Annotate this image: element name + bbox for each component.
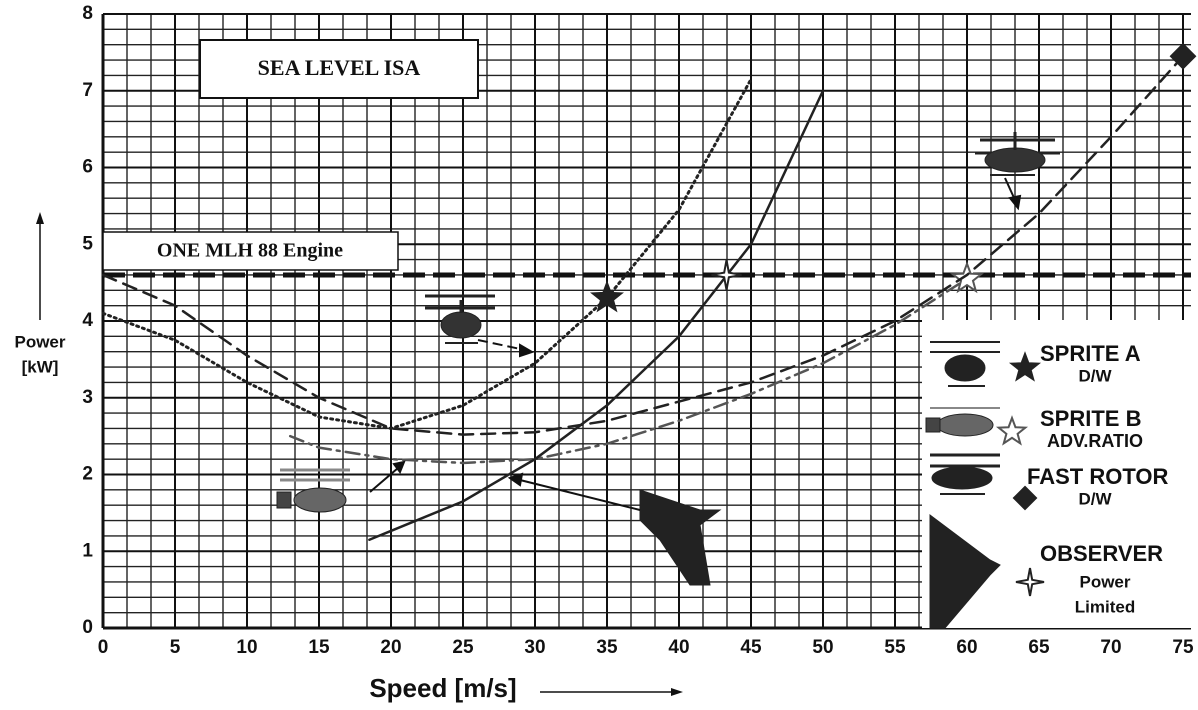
y-axis-arrow-head xyxy=(36,212,44,224)
x-tick-label: 5 xyxy=(170,637,181,658)
series-line xyxy=(368,89,825,541)
x-tick-label: 40 xyxy=(668,637,689,658)
legend-icon xyxy=(929,514,1001,629)
engine-box xyxy=(102,231,399,271)
legend-note: Power xyxy=(1079,572,1130,591)
x-tick-label: 70 xyxy=(1100,637,1121,658)
y-tick-label: 1 xyxy=(82,540,93,561)
series-line xyxy=(101,77,753,430)
marker xyxy=(711,259,742,291)
curves xyxy=(101,42,1197,541)
x-tick-label: 35 xyxy=(596,637,618,658)
x-tick-label: 65 xyxy=(1028,637,1050,658)
marker xyxy=(590,280,624,313)
x-tick-label: 20 xyxy=(380,637,401,658)
icons xyxy=(276,132,1060,586)
marker xyxy=(1012,485,1038,511)
heli-icon xyxy=(975,132,1060,176)
y-tick-label: 0 xyxy=(82,617,93,638)
y-tick-label: 6 xyxy=(82,157,93,178)
legend-note: D/W xyxy=(1078,366,1112,385)
engine-label: ONE MLH 88 Engine xyxy=(157,240,343,262)
legend-note: ADV.RATIO xyxy=(1047,431,1143,451)
x-tick-label: 0 xyxy=(98,637,109,658)
legend-icon xyxy=(925,407,1000,437)
legend-label[interactable]: OBSERVER xyxy=(1040,541,1163,566)
marker xyxy=(1169,42,1197,70)
x-tick-label: 60 xyxy=(956,637,977,658)
chart-title: SEA LEVEL ISA xyxy=(258,55,421,80)
y-tick-label: 3 xyxy=(82,387,93,408)
y-tick-label: 5 xyxy=(82,233,93,254)
legend-label[interactable]: FAST ROTOR xyxy=(1027,464,1168,489)
marker xyxy=(1015,567,1045,597)
marker xyxy=(995,415,1029,446)
arrows xyxy=(369,177,1022,511)
x-tick-label: 10 xyxy=(236,637,257,658)
x-tick-label: 30 xyxy=(524,637,545,658)
series-line xyxy=(288,277,969,465)
legend-note: Limited xyxy=(1075,597,1135,616)
heli-icon xyxy=(276,468,350,513)
marker xyxy=(1008,351,1042,382)
x-axis-label: Speed [m/s] xyxy=(369,673,516,703)
x-tick-label: 25 xyxy=(452,637,474,658)
legend-label[interactable]: SPRITE B xyxy=(1040,406,1141,431)
marker xyxy=(950,260,984,294)
x-tick-label: 55 xyxy=(884,637,906,658)
title-box xyxy=(199,39,479,99)
y-axis-label: Power xyxy=(14,332,65,351)
legend-icon xyxy=(930,341,1000,387)
legend-icons xyxy=(925,341,1001,629)
x-tick-label: 75 xyxy=(1172,637,1194,658)
x-tick-label: 50 xyxy=(812,637,833,658)
x-tick-label: 15 xyxy=(308,637,330,658)
y-axis-label: [kW] xyxy=(22,357,59,376)
y-tick-label: 8 xyxy=(82,3,93,24)
x-tick-label: 45 xyxy=(740,637,762,658)
uav-icon xyxy=(639,489,722,586)
y-tick-label: 4 xyxy=(82,310,93,331)
x-axis-arrow-head xyxy=(671,688,683,696)
y-tick-label: 2 xyxy=(82,464,93,485)
legend-label[interactable]: SPRITE A xyxy=(1040,341,1141,366)
heli-icon xyxy=(425,294,495,344)
legend-icon xyxy=(930,453,1000,495)
y-tick-label: 7 xyxy=(82,80,93,101)
series-line xyxy=(101,54,1185,436)
legend-note: D/W xyxy=(1078,489,1112,508)
